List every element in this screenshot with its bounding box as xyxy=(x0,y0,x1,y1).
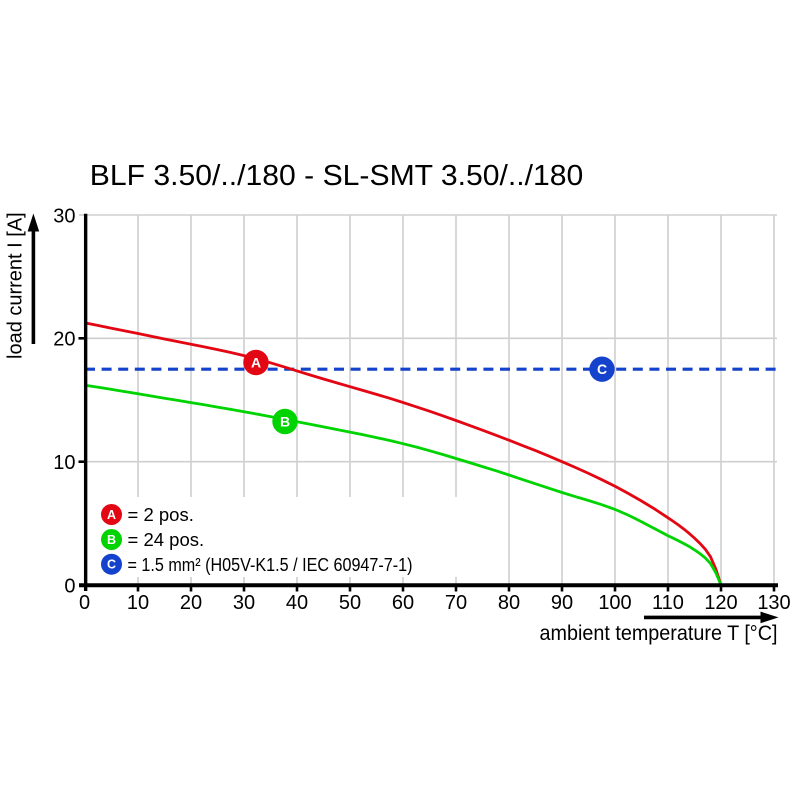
svg-text:20: 20 xyxy=(180,592,202,614)
svg-text:40: 40 xyxy=(286,592,308,614)
svg-text:B: B xyxy=(107,533,116,547)
svg-text:30: 30 xyxy=(233,592,255,614)
svg-text:ambient temperature T [°C]: ambient temperature T [°C] xyxy=(540,622,778,645)
svg-text:C: C xyxy=(597,361,607,377)
svg-text:10: 10 xyxy=(127,592,149,614)
svg-text:90: 90 xyxy=(551,592,573,614)
svg-text:BLF 3.50/../180 - SL-SMT 3.50/: BLF 3.50/../180 - SL-SMT 3.50/../180 xyxy=(90,160,584,192)
svg-text:80: 80 xyxy=(498,592,520,614)
svg-text:= 1.5 mm² (H05V-K1.5 / IEC 609: = 1.5 mm² (H05V-K1.5 / IEC 60947-7-1) xyxy=(128,554,413,575)
svg-text:20: 20 xyxy=(53,329,75,351)
svg-text:load current I [A]: load current I [A] xyxy=(5,212,27,359)
svg-text:A: A xyxy=(107,508,116,522)
svg-text:B: B xyxy=(280,414,290,430)
svg-text:0: 0 xyxy=(79,592,90,614)
svg-text:0: 0 xyxy=(64,575,75,597)
svg-text:60: 60 xyxy=(392,592,414,614)
svg-text:10: 10 xyxy=(53,452,75,474)
svg-text:= 2 pos.: = 2 pos. xyxy=(128,504,194,525)
svg-text:70: 70 xyxy=(445,592,467,614)
svg-text:50: 50 xyxy=(339,592,361,614)
svg-text:C: C xyxy=(107,558,116,572)
svg-text:110: 110 xyxy=(652,592,684,614)
svg-text:= 24 pos.: = 24 pos. xyxy=(128,529,205,550)
svg-text:100: 100 xyxy=(598,592,631,614)
svg-text:130: 130 xyxy=(757,592,790,614)
svg-text:30: 30 xyxy=(53,205,75,227)
svg-text:A: A xyxy=(251,355,261,371)
svg-text:120: 120 xyxy=(704,592,737,614)
